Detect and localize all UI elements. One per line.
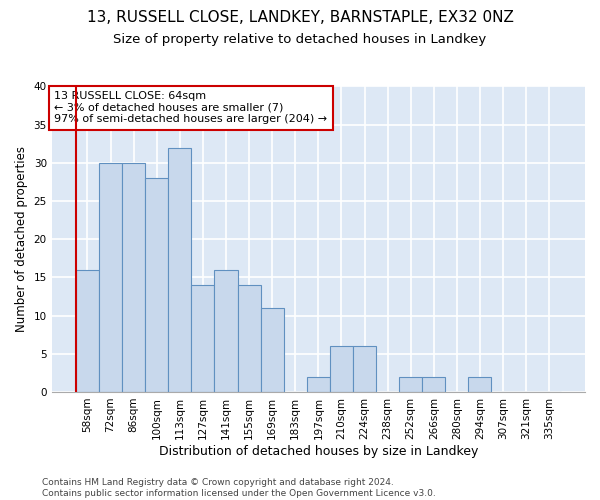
Bar [168, 148, 191, 392]
Bar [307, 376, 330, 392]
Bar [422, 376, 445, 392]
Bar [399, 376, 422, 392]
Text: Contains HM Land Registry data © Crown copyright and database right 2024.
Contai: Contains HM Land Registry data © Crown c… [42, 478, 436, 498]
Bar [353, 346, 376, 392]
Bar [145, 178, 168, 392]
Bar [122, 163, 145, 392]
Bar [330, 346, 353, 392]
Y-axis label: Number of detached properties: Number of detached properties [15, 146, 28, 332]
Bar [76, 270, 99, 392]
Bar [469, 376, 491, 392]
Text: 13 RUSSELL CLOSE: 64sqm
← 3% of detached houses are smaller (7)
97% of semi-deta: 13 RUSSELL CLOSE: 64sqm ← 3% of detached… [55, 91, 328, 124]
Bar [238, 285, 260, 392]
Bar [191, 285, 214, 392]
Text: Size of property relative to detached houses in Landkey: Size of property relative to detached ho… [113, 32, 487, 46]
Text: 13, RUSSELL CLOSE, LANDKEY, BARNSTAPLE, EX32 0NZ: 13, RUSSELL CLOSE, LANDKEY, BARNSTAPLE, … [86, 10, 514, 25]
Bar [260, 308, 284, 392]
Bar [214, 270, 238, 392]
X-axis label: Distribution of detached houses by size in Landkey: Distribution of detached houses by size … [158, 444, 478, 458]
Bar [99, 163, 122, 392]
